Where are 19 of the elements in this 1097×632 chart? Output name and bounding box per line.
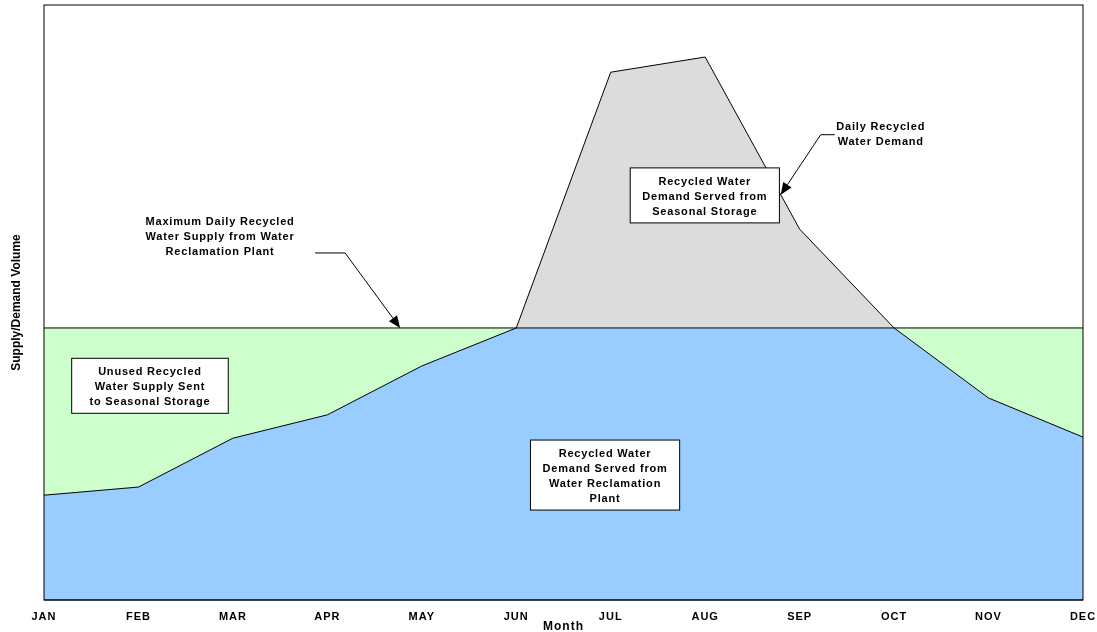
annotation: Recycled Water Demand Served from Seasonal Storage (642, 174, 768, 217)
x-tick-label: AUG (691, 610, 719, 622)
x-tick-label: DEC (1069, 610, 1097, 622)
annotation: Daily Recycled Water Demand (836, 119, 926, 147)
y-axis-title: Supply/Demand Volume (9, 233, 23, 371)
x-tick-label: APR (314, 610, 341, 622)
x-tick-label: NOV (975, 610, 1002, 622)
annotation: Recycled Water Demand Served from Water Reclamation Plant (542, 447, 668, 505)
x-tick-label: OCT (880, 610, 908, 622)
annotation: Unused Recycled Water Supply Sent to Seasonal Storage (89, 365, 211, 408)
x-tick-label: JAN (31, 610, 57, 622)
x-tick-label: JUN (503, 610, 529, 622)
x-axis-title: Month (543, 619, 584, 632)
x-tick-label: JUL (598, 610, 623, 622)
x-tick-label: MAR (218, 610, 247, 622)
x-tick-label: FEB (125, 610, 151, 622)
x-tick-label: MAY (408, 610, 436, 622)
ref-line-label: Maximum Daily Recycled Water Supply from Water Reclamation Plant (145, 214, 295, 257)
x-tick-label: SEP (787, 610, 813, 622)
